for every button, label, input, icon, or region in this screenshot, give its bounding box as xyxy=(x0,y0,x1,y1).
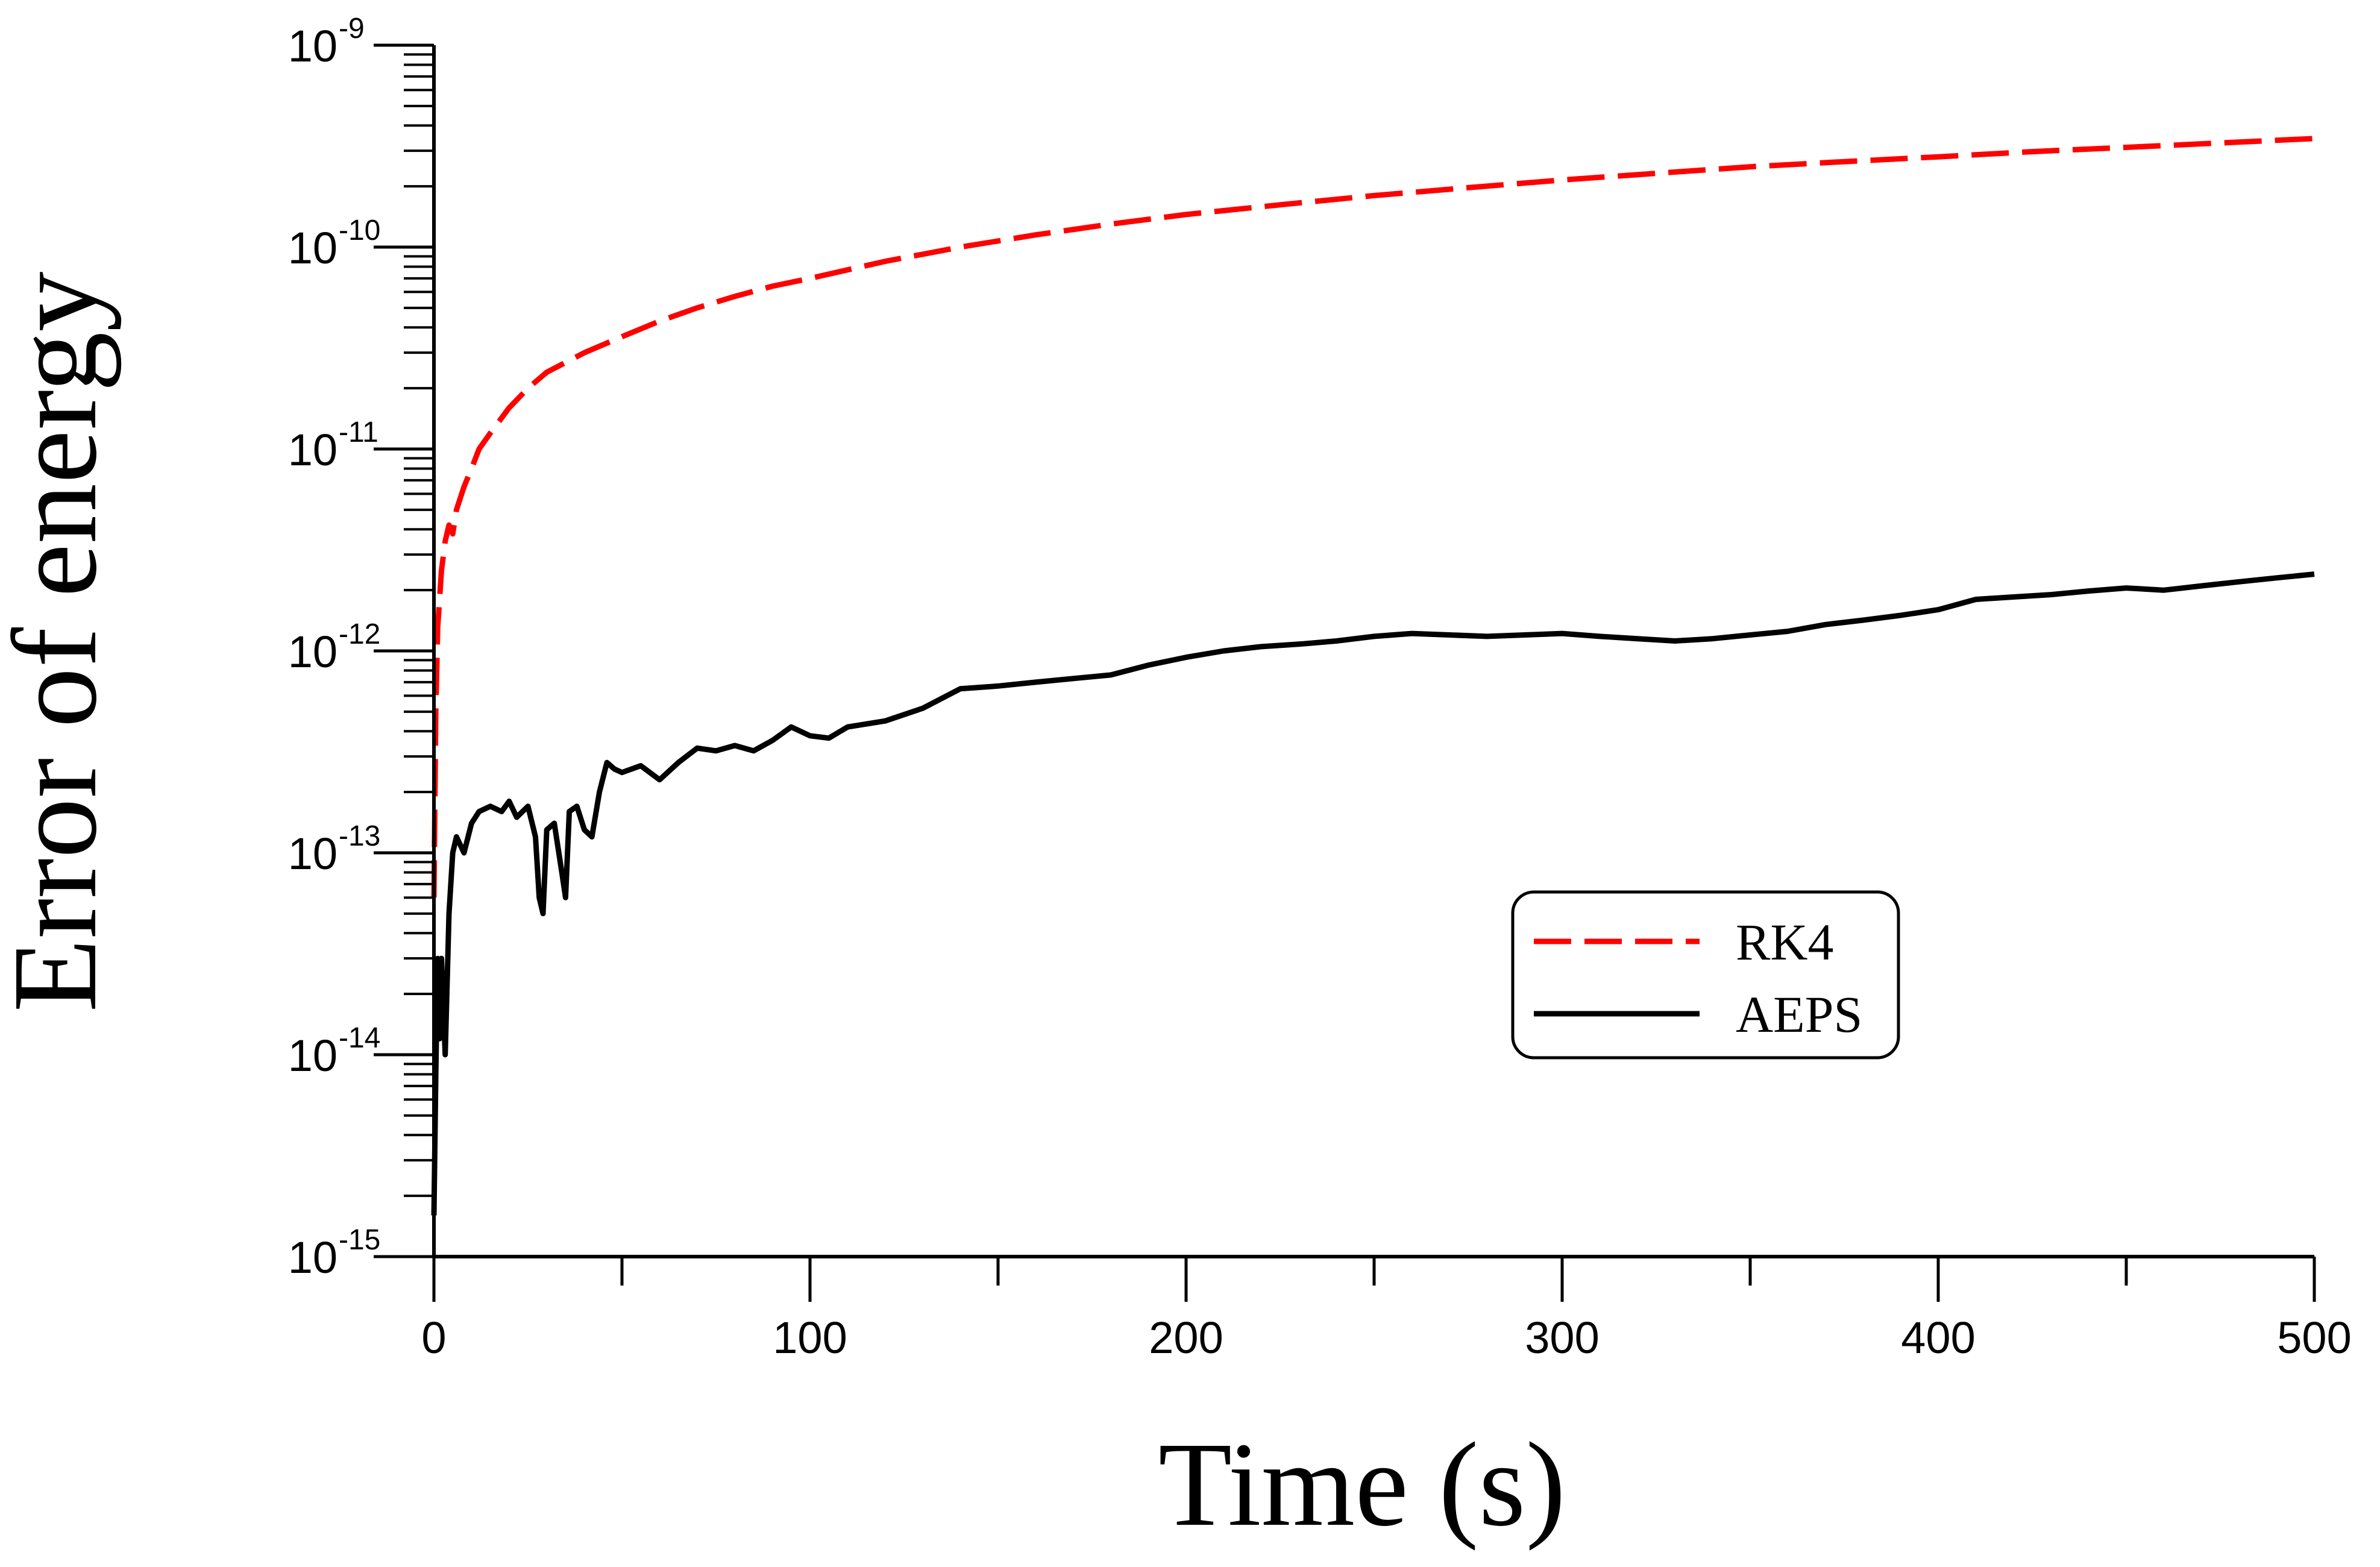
y-major-ticks xyxy=(374,43,434,1258)
x-axis-title: Time (s) xyxy=(1158,1418,1566,1551)
y-tick-label: 10 xyxy=(288,829,338,879)
x-tick-label: 200 xyxy=(1149,1313,1223,1363)
series-line-rk4 xyxy=(431,136,2315,898)
y-tick-exponent: -9 xyxy=(339,13,365,45)
y-tick-exponent: -10 xyxy=(339,215,380,247)
x-tick-label: 500 xyxy=(2277,1313,2351,1363)
y-tick-label: 10 xyxy=(288,21,338,71)
y-tick-label: 10 xyxy=(288,425,338,475)
y-tick-exponent: -11 xyxy=(339,416,378,448)
legend: RK4 AEPS xyxy=(1511,890,1900,1060)
y-tick-exponent: -15 xyxy=(339,1224,380,1256)
x-tick-label: 0 xyxy=(421,1313,446,1363)
legend-label-rk4: RK4 xyxy=(1736,913,1833,971)
plot-area xyxy=(431,136,2315,1216)
legend-label-aeps: AEPS xyxy=(1736,985,1862,1043)
y-tick-label: 10 xyxy=(288,1233,338,1283)
x-tick-label: 400 xyxy=(1901,1313,1975,1363)
y-tick-label: 10 xyxy=(288,627,338,677)
y-axis-title: Error of energy xyxy=(0,271,122,1012)
x-tick-label: 300 xyxy=(1525,1313,1599,1363)
x-tick-label: 100 xyxy=(773,1313,847,1363)
series-line-aeps xyxy=(431,571,2315,1216)
y-tick-exponent: -12 xyxy=(339,618,380,650)
x-tick-labels: 0 100 200 300 400 500 xyxy=(421,1313,2351,1363)
y-tick-label: 10 xyxy=(288,1031,338,1081)
y-tick-label: 10 xyxy=(288,223,338,273)
series-layer xyxy=(431,136,2315,1216)
x-ticks xyxy=(432,1257,2316,1302)
y-minor-ticks xyxy=(404,53,434,1198)
y-tick-exponent: -14 xyxy=(339,1022,380,1054)
y-tick-exponent: -13 xyxy=(339,820,380,852)
